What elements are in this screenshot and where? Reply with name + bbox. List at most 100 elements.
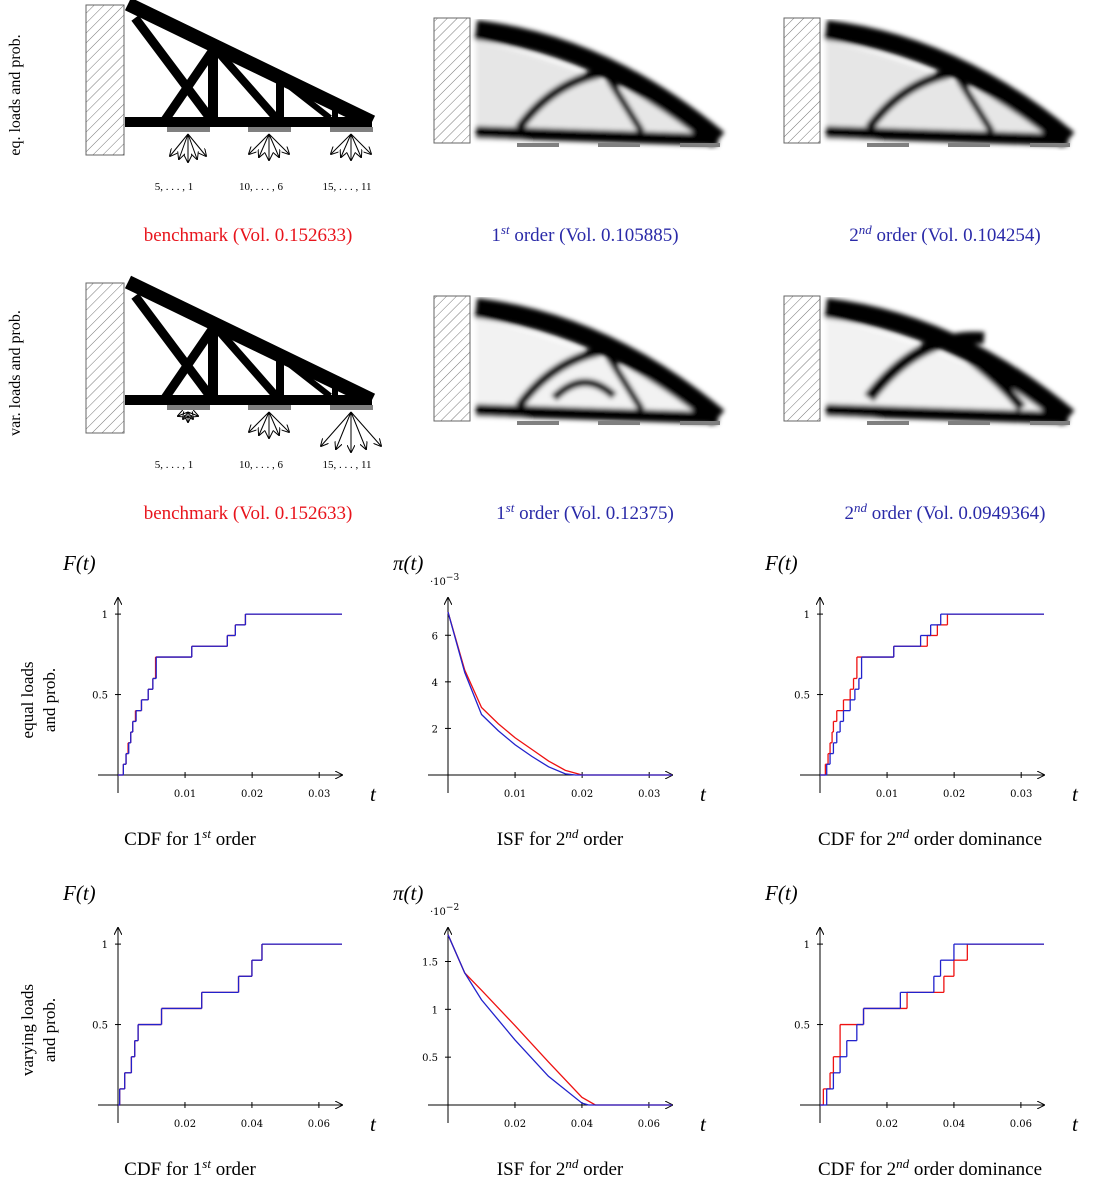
caption: benchmark (Vol. 0.152633): [144, 503, 353, 524]
caption: 2nd order (Vol. 0.0949364): [844, 500, 1045, 524]
topology-member: [599, 344, 645, 412]
x-tick-label: 0.04: [943, 1119, 965, 1130]
truss-member: [282, 357, 332, 399]
load-label: 15, . . . , 11: [322, 459, 371, 471]
caption-part: order (Vol. 0.0949364): [867, 503, 1046, 524]
x-tick-label: 0.03: [1010, 789, 1032, 800]
truss-member: [124, 275, 376, 407]
topology-member: [515, 345, 714, 418]
topology-member: [949, 66, 995, 134]
scale-exponent: −3: [446, 573, 460, 583]
y-tick-label: 0.5: [92, 691, 108, 702]
y-tick-label: 6: [432, 631, 438, 642]
series-line: [447, 934, 672, 1106]
topology-member: [551, 378, 617, 401]
topology-fill: [476, 318, 716, 418]
load-arrow: [268, 133, 279, 157]
x-tick-label: 0.02: [174, 1119, 196, 1130]
load-plate: [248, 127, 291, 132]
truss-member: [161, 325, 217, 401]
load-label: 15, . . . , 11: [322, 181, 371, 193]
load-label: 10, . . . , 6: [239, 459, 284, 471]
caption: 1st order (Vol. 0.12375): [496, 500, 674, 524]
x-tick-label: 0.01: [876, 789, 898, 800]
row-label: varying loads: [18, 984, 37, 1076]
x-tick-label: 0.02: [943, 789, 965, 800]
row-label: eq. loads and prob.: [7, 34, 24, 155]
caption-part: CDF for 2: [818, 1159, 896, 1180]
caption: ISF for 2nd order: [497, 1156, 624, 1180]
caption-part: nd: [565, 1156, 579, 1171]
caption-part: benchmark (Vol. 0.152633): [144, 503, 353, 524]
caption-part: order dominance: [909, 829, 1042, 850]
caption-part: CDF for 1: [124, 1159, 202, 1180]
topology-member: [865, 67, 1064, 140]
support-wall: [433, 17, 471, 144]
load-arrow: [259, 411, 270, 435]
topology-member: [475, 126, 719, 146]
caption: CDF for 1st order: [124, 826, 256, 850]
load-plate: [867, 143, 909, 147]
x-axis-label: t: [1072, 782, 1079, 806]
x-tick-label: 0.02: [571, 789, 593, 800]
topology: [824, 20, 1075, 148]
load-plate: [517, 143, 559, 147]
caption-part: order: [211, 1159, 257, 1180]
caption-part: order: [578, 1159, 624, 1180]
x-axis-label: t: [370, 782, 377, 806]
x-tick-label: 0.03: [638, 789, 660, 800]
load-arrow: [350, 133, 361, 157]
x-axis-label: t: [370, 1112, 377, 1136]
load-arrow: [170, 133, 189, 156]
x-tick-label: 0.06: [638, 1119, 660, 1130]
load-plate: [867, 421, 909, 425]
topology-fill: [476, 40, 716, 140]
truss-member: [161, 47, 217, 123]
topology-member: [475, 404, 719, 424]
support-wall: [783, 295, 821, 422]
caption-part: order (Vol. 0.104254): [872, 225, 1041, 246]
caption-part: st: [202, 1156, 211, 1171]
x-axis-label: t: [1072, 1112, 1079, 1136]
scale-base: ·10: [430, 577, 446, 588]
series-line: [447, 611, 672, 776]
caption: CDF for 1st order: [124, 1156, 256, 1180]
x-tick-label: 0.02: [241, 789, 263, 800]
x-tick-label: 0.04: [241, 1119, 263, 1130]
caption-part: order: [578, 829, 624, 850]
load-plate: [330, 405, 373, 410]
y-axis-label: π(t): [393, 881, 423, 905]
load-arrow: [350, 133, 371, 154]
x-tick-label: 0.06: [1010, 1119, 1032, 1130]
load-arrow: [259, 133, 270, 157]
y-tick-label: 1.5: [422, 957, 438, 968]
topology: [824, 298, 1075, 426]
x-tick-label: 0.02: [876, 1119, 898, 1130]
load-arrow: [321, 411, 352, 446]
load-label: 10, . . . , 6: [239, 181, 284, 193]
load-plate: [680, 421, 720, 425]
load-plate: [948, 143, 990, 147]
y-tick-label: 0.5: [92, 1021, 108, 1032]
support-wall: [85, 4, 125, 156]
support-wall: [433, 295, 471, 422]
y-tick-label: 0.5: [794, 691, 810, 702]
load-arrow: [268, 411, 289, 432]
caption-part: order: [211, 829, 257, 850]
caption-part: ISF for 2: [497, 1159, 566, 1180]
topology-member: [599, 66, 645, 134]
y-tick-label: 1: [804, 610, 810, 621]
caption: 2nd order (Vol. 0.104254): [849, 222, 1041, 246]
y-tick-label: 2: [432, 724, 438, 735]
scale-label: ·10−3: [430, 573, 459, 588]
caption-part: st: [501, 222, 510, 237]
truss-member: [214, 327, 280, 399]
load-plate: [680, 143, 720, 147]
caption-part: ISF for 2: [497, 829, 566, 850]
caption-part: nd: [854, 500, 868, 515]
series-line: [447, 611, 672, 776]
caption: CDF for 2nd order dominance: [818, 826, 1042, 850]
y-axis-label: π(t): [393, 551, 423, 575]
caption-part: nd: [896, 826, 910, 841]
